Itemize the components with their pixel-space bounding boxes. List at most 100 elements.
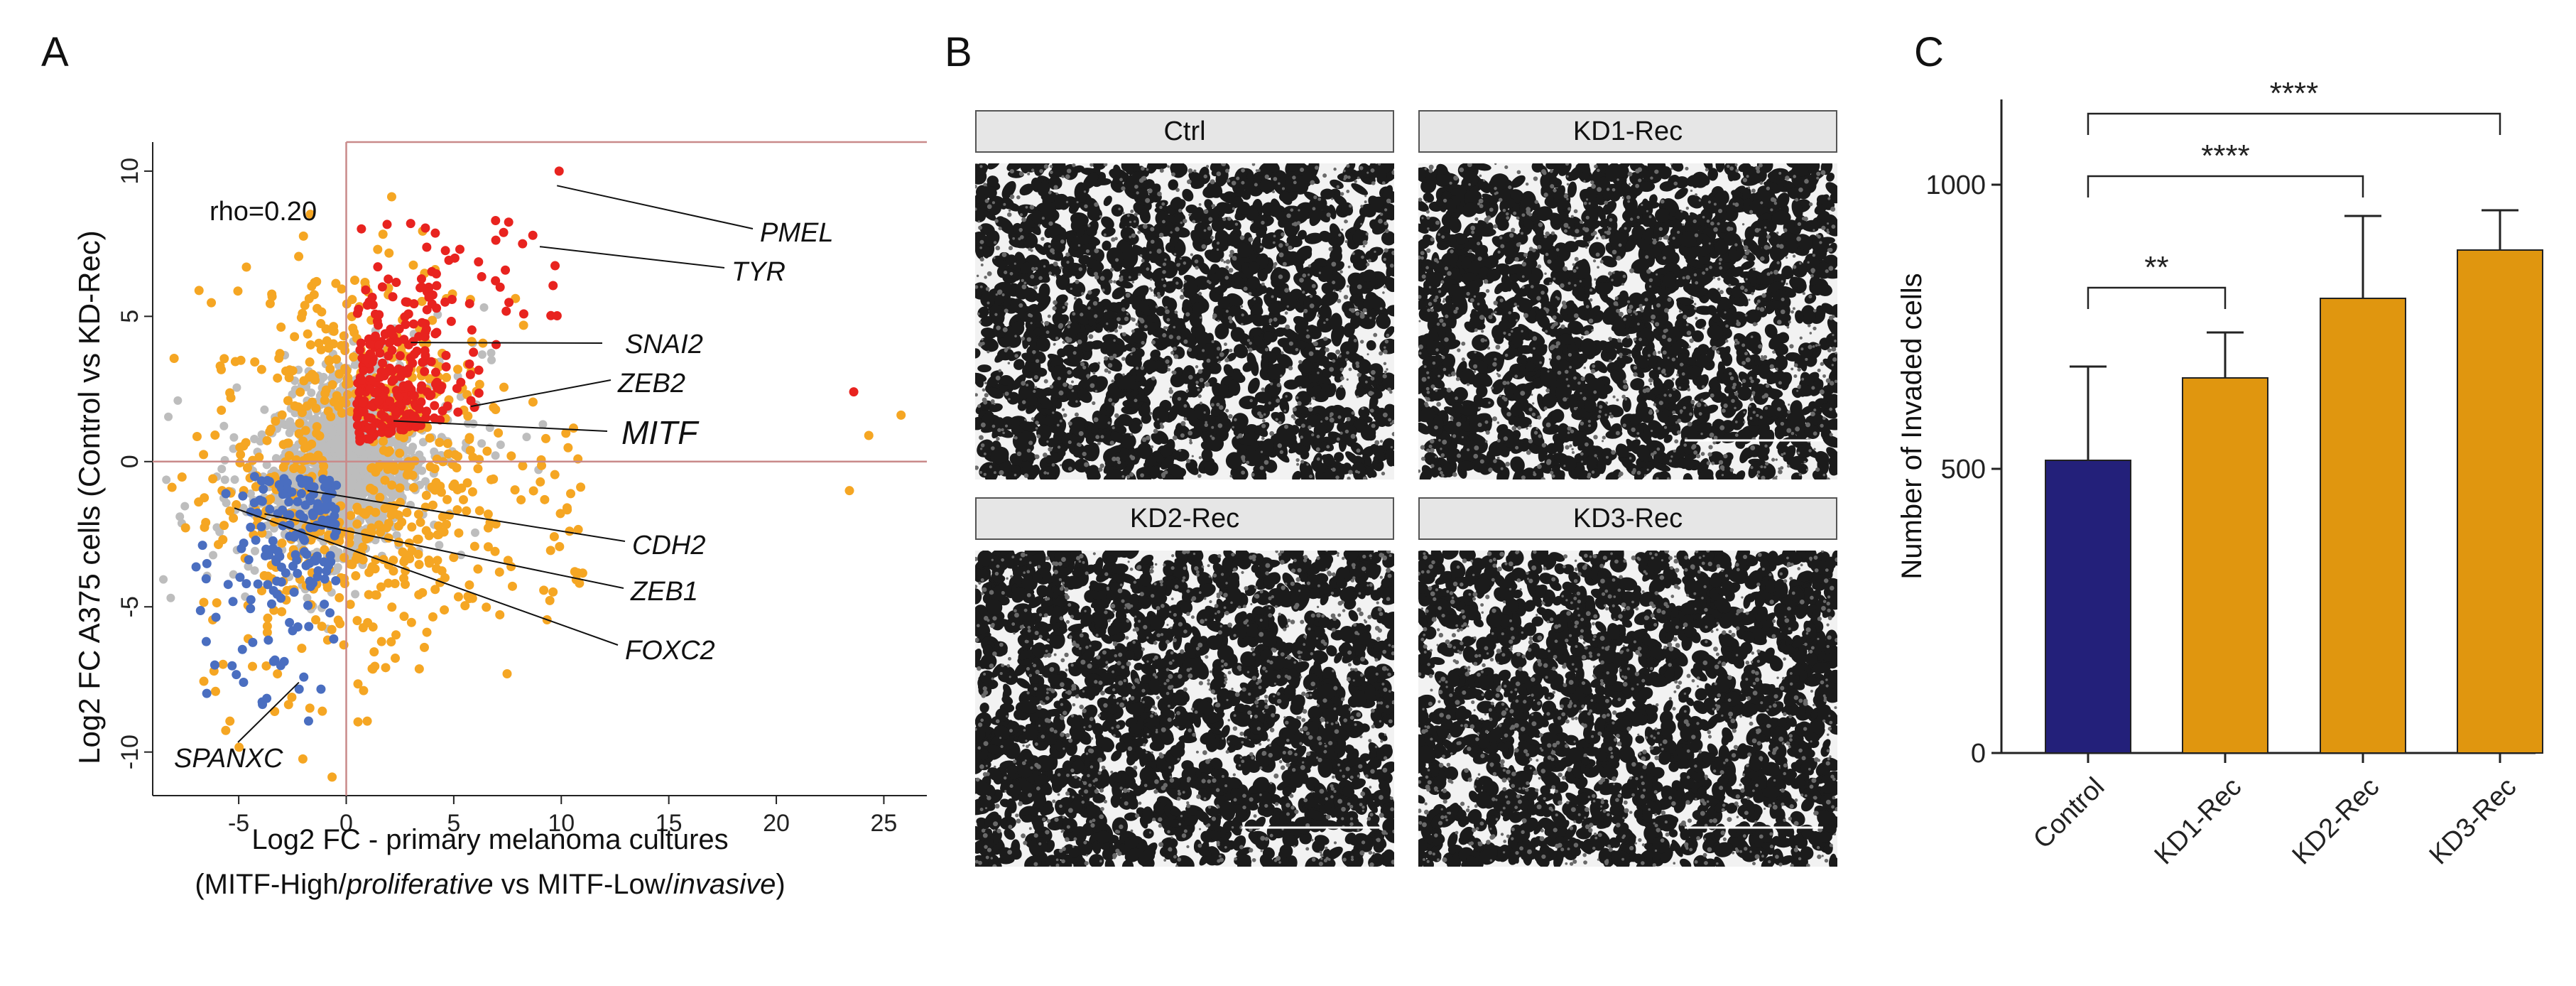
micrograph-cell xyxy=(1023,428,1036,445)
micrograph-speck xyxy=(1118,207,1121,210)
scatter-point xyxy=(422,242,432,252)
scatter-point xyxy=(307,388,316,397)
scatter-point xyxy=(367,462,377,472)
micrograph-speck xyxy=(1210,236,1214,239)
scatter-point xyxy=(391,278,401,288)
micrograph-speck xyxy=(1339,289,1342,293)
scatter-point xyxy=(309,482,319,492)
scatter-point xyxy=(502,669,512,679)
micrograph-speck xyxy=(1232,426,1234,429)
scatter-point xyxy=(844,486,854,496)
scatter-point xyxy=(339,579,349,589)
micrograph-speck xyxy=(1013,436,1016,439)
micrograph-speck xyxy=(1165,359,1170,364)
micrograph-speck xyxy=(1333,289,1336,292)
micrograph-speck xyxy=(1104,309,1107,313)
scatter-point xyxy=(366,483,376,493)
micrograph-cell xyxy=(1155,430,1169,445)
micrograph-speck xyxy=(1386,368,1388,371)
scatter-point xyxy=(223,580,233,590)
scatter-point xyxy=(320,545,330,555)
scatter-point xyxy=(442,494,452,504)
scatter-point xyxy=(169,353,179,363)
scatter-point xyxy=(283,700,293,710)
micrograph-cell xyxy=(1317,304,1332,323)
scatter-point xyxy=(324,355,334,365)
micrograph-speck xyxy=(1229,320,1233,324)
scatter-point xyxy=(278,489,288,499)
scatter-point xyxy=(375,348,385,358)
micrograph-speck xyxy=(1323,337,1327,341)
micrograph-speck xyxy=(1168,389,1174,394)
micrograph-speck xyxy=(1067,440,1072,445)
scatter-point xyxy=(225,388,235,398)
micrograph-speck xyxy=(1156,292,1161,296)
scatter-point xyxy=(460,601,470,611)
micrograph-speck xyxy=(1347,175,1351,179)
micrograph-cell xyxy=(1350,442,1364,455)
micrograph-cell xyxy=(1121,163,1134,175)
scatter-point xyxy=(256,476,266,486)
micrograph-speck xyxy=(1391,250,1394,256)
micrograph-speck xyxy=(1364,200,1367,204)
micrograph-speck xyxy=(1382,291,1385,294)
scatter-point xyxy=(407,546,417,556)
micrograph-cell xyxy=(1126,472,1136,480)
micrograph-speck xyxy=(1140,366,1144,370)
micrograph-speck xyxy=(1285,324,1290,330)
scatter-point xyxy=(329,634,339,644)
micrograph-cell xyxy=(1276,239,1289,255)
scatter-point xyxy=(467,337,477,347)
micrograph-cell xyxy=(1192,302,1205,315)
micrograph-speck xyxy=(1049,170,1053,174)
micrograph-speck xyxy=(1194,259,1199,264)
micrograph-speck xyxy=(1043,453,1048,457)
scatter-point xyxy=(230,475,239,484)
gene-label: FOXC2 xyxy=(625,636,715,666)
micrograph-cell xyxy=(1273,229,1285,239)
micrograph-speck xyxy=(1357,176,1360,180)
micrograph-speck xyxy=(1055,337,1059,340)
micrograph-speck xyxy=(1381,471,1386,476)
micrograph-speck xyxy=(1205,165,1210,168)
scatter-point xyxy=(218,535,228,545)
micrograph-cell xyxy=(1136,443,1153,460)
micrograph-speck xyxy=(979,320,982,324)
micrograph-cell xyxy=(1246,352,1257,368)
micrograph-speck xyxy=(1043,379,1048,384)
micrograph-speck xyxy=(1361,255,1364,259)
micrograph-speck xyxy=(1004,424,1009,428)
micrograph-speck xyxy=(1130,433,1134,436)
micrograph-cell xyxy=(1259,179,1276,193)
micrograph-speck xyxy=(1331,261,1337,267)
micrograph-cell xyxy=(1054,193,1070,210)
micrograph-speck xyxy=(1098,467,1103,472)
micrograph-cell xyxy=(1291,174,1308,192)
micrograph-speck xyxy=(1153,428,1158,434)
micrograph-speck xyxy=(1384,208,1388,212)
scatter-point xyxy=(428,315,438,325)
micrograph-speck xyxy=(1320,420,1323,423)
micrograph-speck xyxy=(1379,440,1384,443)
micrograph-speck xyxy=(1124,316,1129,322)
scatter-point xyxy=(199,450,209,460)
micrograph-speck xyxy=(1180,221,1183,224)
scatter-point xyxy=(268,536,278,546)
micrograph-speck xyxy=(1211,204,1216,208)
scatter-point xyxy=(261,661,271,671)
micrograph-cell xyxy=(1334,452,1344,462)
scatter-point xyxy=(473,464,483,474)
micrograph-cell xyxy=(1367,468,1377,478)
micrograph-cell xyxy=(1331,326,1342,347)
gene-label: ZEB2 xyxy=(617,369,685,399)
scatter-point xyxy=(349,327,359,337)
scatter-point xyxy=(411,422,421,432)
bar-y-tick-label: 500 xyxy=(1941,455,1986,484)
micrograph-cell xyxy=(1276,411,1286,425)
scatter-point xyxy=(425,433,435,443)
micrograph-cell xyxy=(1276,423,1296,441)
scatter-point xyxy=(469,541,479,551)
micrograph-speck xyxy=(1171,172,1175,177)
micrograph-speck xyxy=(1387,387,1391,391)
micrograph-speck xyxy=(1136,367,1139,370)
